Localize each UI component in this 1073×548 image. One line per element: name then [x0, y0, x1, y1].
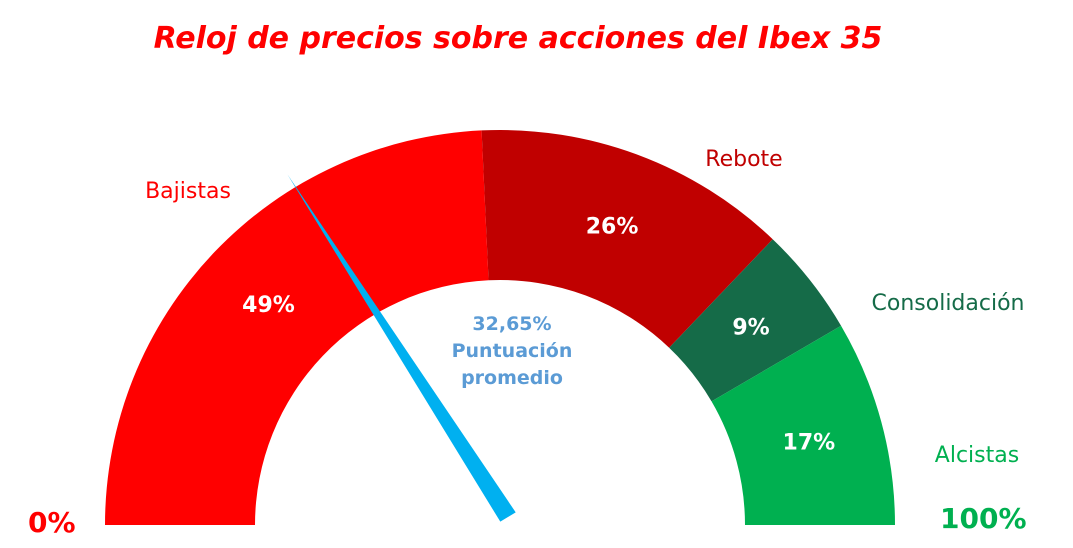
chart-title: Reloj de precios sobre acciones del Ibex…: [154, 21, 883, 56]
pointer-caption-line1: Puntuación: [452, 340, 573, 362]
value-label-bajistas: 49%: [242, 293, 295, 318]
value-label-rebote: 26%: [586, 214, 639, 239]
segment-consolidacion: [669, 239, 842, 402]
category-label-alcistas: Alcistas: [935, 443, 1019, 468]
range-min-label: 0%: [28, 506, 76, 539]
value-label-consolidacion: 9%: [732, 316, 769, 341]
range-max-label: 100%: [940, 502, 1027, 535]
segment-rebote: [481, 130, 773, 348]
segment-bajistas: [105, 130, 489, 525]
segment-alcistas: [711, 325, 895, 525]
pointer-caption-line2: promedio: [461, 367, 563, 389]
category-label-consolidacion: Consolidación: [872, 291, 1025, 316]
pointer-needle: [287, 174, 516, 522]
category-label-rebote: Rebote: [705, 147, 782, 172]
value-label-alcistas: 17%: [783, 430, 836, 455]
pointer-value-label: 32,65%: [472, 313, 551, 335]
category-label-bajistas: Bajistas: [145, 179, 231, 204]
